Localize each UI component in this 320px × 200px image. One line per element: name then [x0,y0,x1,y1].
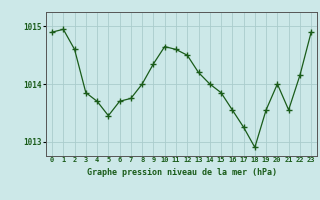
X-axis label: Graphe pression niveau de la mer (hPa): Graphe pression niveau de la mer (hPa) [87,168,276,177]
